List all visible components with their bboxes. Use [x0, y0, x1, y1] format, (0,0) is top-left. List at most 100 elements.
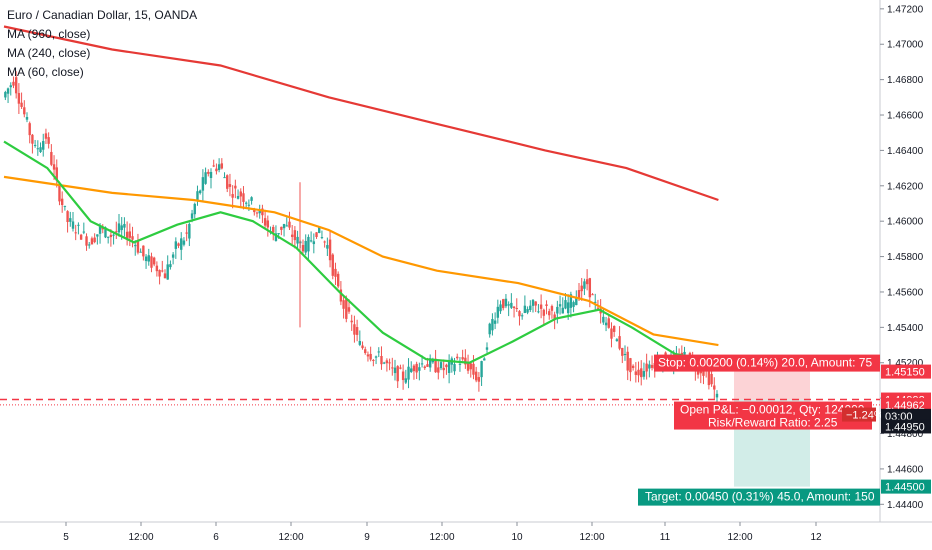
candle-body	[594, 301, 597, 303]
candle-body	[223, 177, 226, 179]
candle-body	[618, 336, 621, 349]
candle-body	[610, 328, 613, 339]
candle-body	[98, 226, 102, 234]
candle-body	[361, 345, 364, 349]
candle-body	[575, 297, 578, 306]
candle-body	[69, 218, 72, 222]
candle-body	[163, 273, 167, 279]
x-tick-label: 12:00	[727, 532, 752, 543]
candle-body	[715, 393, 719, 398]
candle-body	[372, 359, 375, 361]
candle-body	[253, 209, 256, 213]
candle-body	[226, 175, 229, 189]
candle-body	[207, 171, 210, 174]
candle-body	[334, 268, 337, 277]
pnl-label: Open P&L: −0.00012, Qty: 124000	[680, 403, 865, 417]
series-line-ma60	[3, 140, 719, 364]
candle-body	[33, 144, 37, 146]
candle-body	[512, 306, 516, 309]
candle-body	[396, 366, 399, 382]
candle-body	[464, 357, 467, 365]
candle-body	[152, 257, 156, 265]
candle-body	[423, 366, 426, 369]
candle-body	[209, 171, 213, 178]
candle-body	[640, 368, 643, 378]
candle-body	[131, 236, 134, 240]
candle-body	[347, 307, 351, 312]
candle-body	[17, 93, 21, 104]
candle-body	[623, 353, 627, 355]
price-tag-label: 1.44950	[885, 421, 925, 433]
target-label-box[interactable]	[638, 488, 880, 506]
candle-body	[282, 224, 286, 229]
y-tick-label: 1.47200	[887, 4, 924, 15]
indicator-ma-240[interactable]: MA (240, close)	[7, 46, 91, 60]
candle-body	[642, 371, 646, 377]
candle-body	[531, 299, 535, 306]
candle-body	[47, 137, 50, 144]
candle-body	[328, 239, 332, 261]
stop-label-box[interactable]	[654, 354, 880, 372]
candle-body	[702, 369, 705, 376]
candle-body	[382, 362, 386, 364]
candle-body	[123, 223, 126, 228]
candle-body	[42, 141, 45, 150]
candle-body	[88, 244, 91, 246]
candle-body	[607, 318, 610, 328]
candle-body	[125, 231, 129, 240]
candle-body	[437, 367, 440, 373]
candle-body	[545, 304, 548, 306]
candle-body	[104, 227, 107, 238]
y-tick-label: 1.44400	[887, 500, 924, 511]
candle-body	[20, 102, 23, 107]
pnl-pct-label: −1.24%	[846, 410, 884, 422]
candle-body	[442, 367, 445, 371]
candle-body	[558, 304, 562, 307]
candle-body	[399, 367, 402, 369]
candle-body	[318, 226, 321, 233]
candle-body	[39, 147, 42, 153]
candle-body	[339, 289, 343, 302]
price-tag-last	[881, 408, 931, 423]
candle-body	[66, 211, 69, 223]
candle-body	[358, 340, 362, 345]
price-tag-target	[881, 479, 931, 494]
candle-body	[388, 362, 391, 364]
candle-body	[407, 366, 410, 380]
candle-body	[412, 365, 416, 372]
candle-body	[96, 234, 99, 237]
indicator-ma-60[interactable]: MA (60, close)	[7, 65, 84, 79]
candle-body	[502, 299, 505, 309]
candle-body	[196, 191, 199, 201]
stop-label: Stop: 0.00200 (0.14%) 20.0, Amount: 75	[658, 356, 872, 370]
pnl-box[interactable]	[674, 401, 872, 430]
y-tick-label: 1.45600	[887, 287, 924, 298]
candle-body	[369, 353, 372, 360]
indicator-ma-960[interactable]: MA (960, close)	[7, 27, 91, 41]
candle-body	[539, 304, 543, 309]
candle-body	[466, 363, 470, 371]
candle-body	[174, 241, 178, 249]
candle-body	[204, 172, 207, 184]
candle-body	[447, 361, 451, 374]
candle-body	[534, 301, 537, 306]
x-tick-label: 12:00	[278, 532, 303, 543]
candle-body	[272, 226, 275, 233]
candle-body	[556, 306, 559, 314]
candle-body	[648, 364, 651, 369]
candle-body	[115, 231, 118, 233]
candle-body	[250, 197, 253, 201]
candle-body	[645, 363, 648, 372]
candle-body	[136, 241, 140, 253]
y-tick-label: 1.46400	[887, 146, 924, 157]
candle-body	[461, 357, 464, 360]
candle-body	[188, 223, 191, 239]
candle-body	[301, 245, 305, 252]
candle-body	[488, 323, 491, 335]
candle-body	[542, 309, 546, 316]
candle-body	[288, 221, 291, 228]
price-tag-last	[881, 419, 931, 434]
pnl-pct-box	[842, 407, 876, 422]
candle-body	[266, 220, 270, 228]
